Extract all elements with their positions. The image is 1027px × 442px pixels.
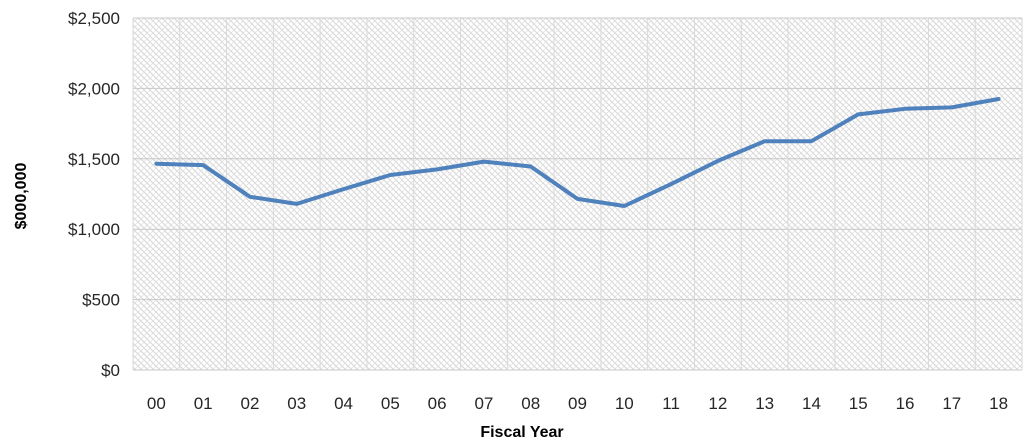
y-tick-label: $2,000 bbox=[68, 79, 120, 98]
x-tick-label: 10 bbox=[615, 394, 634, 413]
x-axis-title: Fiscal Year bbox=[480, 424, 563, 441]
x-tick-label: 01 bbox=[194, 394, 213, 413]
x-tick-label: 04 bbox=[334, 394, 353, 413]
x-tick-label: 07 bbox=[474, 394, 493, 413]
series-group bbox=[154, 97, 1001, 208]
y-tick-label: $1,000 bbox=[68, 220, 120, 239]
x-tick-label: 09 bbox=[568, 394, 587, 413]
x-tick-label: 06 bbox=[428, 394, 447, 413]
x-tick-label: 11 bbox=[662, 394, 680, 413]
y-axis: $0 $500 $1,000 $1,500 $2,000 $2,500 bbox=[68, 9, 120, 380]
x-tick-label: 03 bbox=[287, 394, 306, 413]
y-axis-title: $000,000 bbox=[13, 163, 30, 230]
x-tick-label: 14 bbox=[802, 394, 821, 413]
y-tick-label: $500 bbox=[82, 291, 120, 310]
x-tick-label: 17 bbox=[942, 394, 961, 413]
x-tick-label: 16 bbox=[896, 394, 915, 413]
y-tick-label: $0 bbox=[101, 361, 120, 380]
x-tick-label: 12 bbox=[708, 394, 727, 413]
x-tick-label: 18 bbox=[989, 394, 1008, 413]
x-tick-label: 08 bbox=[521, 394, 540, 413]
x-tick-label: 02 bbox=[241, 394, 260, 413]
x-tick-label: 00 bbox=[147, 394, 166, 413]
plot-area bbox=[133, 18, 1022, 370]
series-line bbox=[154, 97, 1001, 208]
x-tick-label: 05 bbox=[381, 394, 400, 413]
x-tick-label: 15 bbox=[849, 394, 868, 413]
y-tick-label: $2,500 bbox=[68, 9, 120, 28]
x-axis: 00 01 02 03 04 05 06 07 08 09 10 11 12 13 14 15 16 17 18 bbox=[147, 394, 1008, 413]
x-tick-label: 13 bbox=[755, 394, 774, 413]
y-tick-label: $1,500 bbox=[68, 150, 120, 169]
